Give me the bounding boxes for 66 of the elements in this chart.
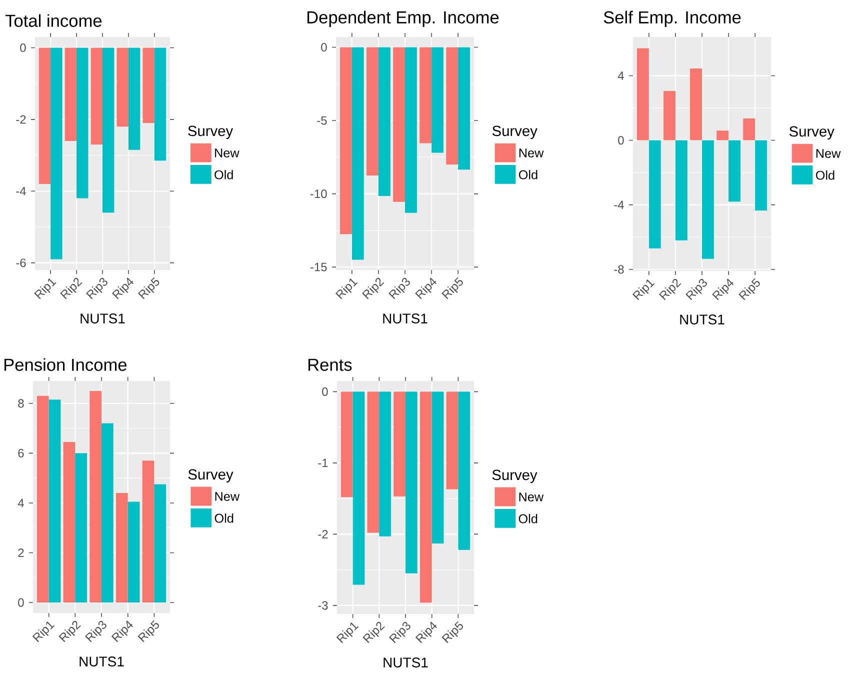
y-tick-label: -10 xyxy=(310,190,327,198)
legend-label: New xyxy=(519,492,544,502)
y-tick-label: 0 xyxy=(321,42,327,52)
y-tick-label: 0 xyxy=(20,43,26,52)
y-tick-label: 8 xyxy=(18,399,24,408)
legend-title: Survey xyxy=(789,126,834,140)
chart-title: Pension Income xyxy=(4,358,127,371)
bar xyxy=(63,442,76,603)
chart-title: Self Emp. Income xyxy=(604,10,741,27)
legend-title: Survey xyxy=(188,126,234,140)
y-tick-label: 0 xyxy=(18,598,24,607)
y-tick-label: -15 xyxy=(310,262,327,272)
legend-label: New xyxy=(215,148,240,158)
y-tick-label: -2 xyxy=(16,115,26,124)
y-tick-label: -2 xyxy=(318,530,328,538)
legend-label: Old xyxy=(816,170,834,180)
bar xyxy=(75,453,88,603)
bar xyxy=(728,140,740,202)
bar xyxy=(690,68,702,140)
y-tick-label: 2 xyxy=(18,548,24,557)
x-axis-title: NUTS1 xyxy=(383,314,428,324)
y-tick-label: -8 xyxy=(614,265,624,274)
bar xyxy=(675,140,688,240)
legend-label: New xyxy=(816,149,841,158)
bar xyxy=(664,91,676,140)
bar xyxy=(716,130,729,140)
y-tick-label: 0 xyxy=(322,387,328,396)
x-axis-title: NUTS1 xyxy=(384,658,428,668)
legend-title: Survey xyxy=(492,470,538,484)
bar xyxy=(755,140,768,210)
y-tick-label: 4 xyxy=(18,498,24,508)
bar xyxy=(154,484,166,603)
y-tick-label: -3 xyxy=(318,601,328,610)
bar xyxy=(636,48,649,140)
legend-label: Old xyxy=(518,170,538,180)
x-axis-title: NUTS1 xyxy=(680,314,724,324)
bar xyxy=(648,140,661,248)
bar xyxy=(90,390,102,603)
legend-label: Old xyxy=(214,170,233,180)
bar xyxy=(702,140,714,259)
legend-label: New xyxy=(215,492,240,501)
legend-label: Old xyxy=(518,514,538,524)
y-tick-label: 6 xyxy=(18,448,24,458)
bar xyxy=(48,400,61,603)
bar xyxy=(743,118,756,140)
bar xyxy=(142,460,154,603)
legend-label: Old xyxy=(214,513,234,523)
y-tick-label: -6 xyxy=(16,258,26,268)
legend-title: Survey xyxy=(188,469,234,483)
y-tick-label: -1 xyxy=(318,458,328,468)
y-tick-label: -4 xyxy=(614,200,624,209)
bar xyxy=(116,493,128,603)
bar xyxy=(102,423,114,603)
y-tick-label: 0 xyxy=(618,136,624,145)
y-tick-label: -4 xyxy=(16,187,26,196)
y-tick-label: 4 xyxy=(618,72,624,80)
chart-title: Rents xyxy=(308,358,352,371)
chart-title: Dependent Emp. Income xyxy=(307,10,499,27)
legend-label: New xyxy=(519,148,544,158)
x-axis-title: NUTS1 xyxy=(80,656,124,666)
bar xyxy=(128,502,140,603)
y-tick-label: -5 xyxy=(317,116,327,125)
chart-title: Total income xyxy=(5,14,102,27)
bar xyxy=(36,396,49,603)
x-axis-title: NUTS1 xyxy=(80,314,125,324)
legend-title: Survey xyxy=(492,126,538,140)
